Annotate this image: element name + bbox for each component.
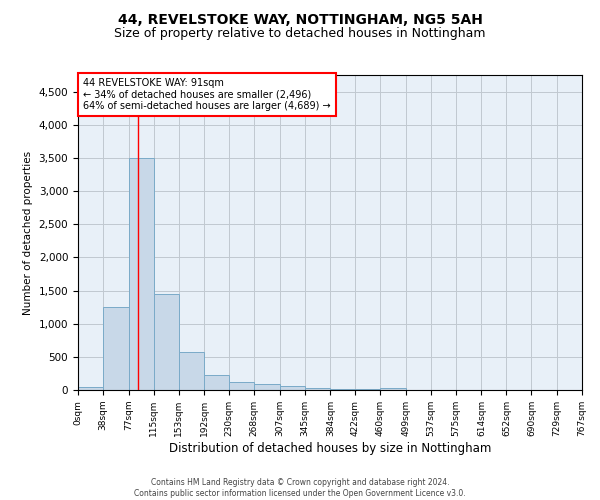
Y-axis label: Number of detached properties: Number of detached properties (23, 150, 33, 314)
Bar (254, 384, 280, 390)
Bar (128, 158, 154, 390)
Bar (305, 388, 331, 390)
X-axis label: Distribution of detached houses by size in Nottingham: Distribution of detached houses by size … (169, 442, 491, 454)
Bar (331, 388, 355, 390)
Bar (280, 386, 305, 390)
Bar (229, 382, 254, 390)
Bar (380, 388, 406, 390)
Text: Size of property relative to detached houses in Nottingham: Size of property relative to detached ho… (114, 28, 486, 40)
Bar (179, 352, 204, 390)
Text: 44, REVELSTOKE WAY, NOTTINGHAM, NG5 5AH: 44, REVELSTOKE WAY, NOTTINGHAM, NG5 5AH (118, 12, 482, 26)
Bar (103, 307, 128, 390)
Bar (78, 386, 103, 390)
Bar (204, 374, 229, 390)
Bar (154, 294, 179, 390)
Text: Contains HM Land Registry data © Crown copyright and database right 2024.
Contai: Contains HM Land Registry data © Crown c… (134, 478, 466, 498)
Text: 44 REVELSTOKE WAY: 91sqm
← 34% of detached houses are smaller (2,496)
64% of sem: 44 REVELSTOKE WAY: 91sqm ← 34% of detach… (83, 78, 331, 112)
